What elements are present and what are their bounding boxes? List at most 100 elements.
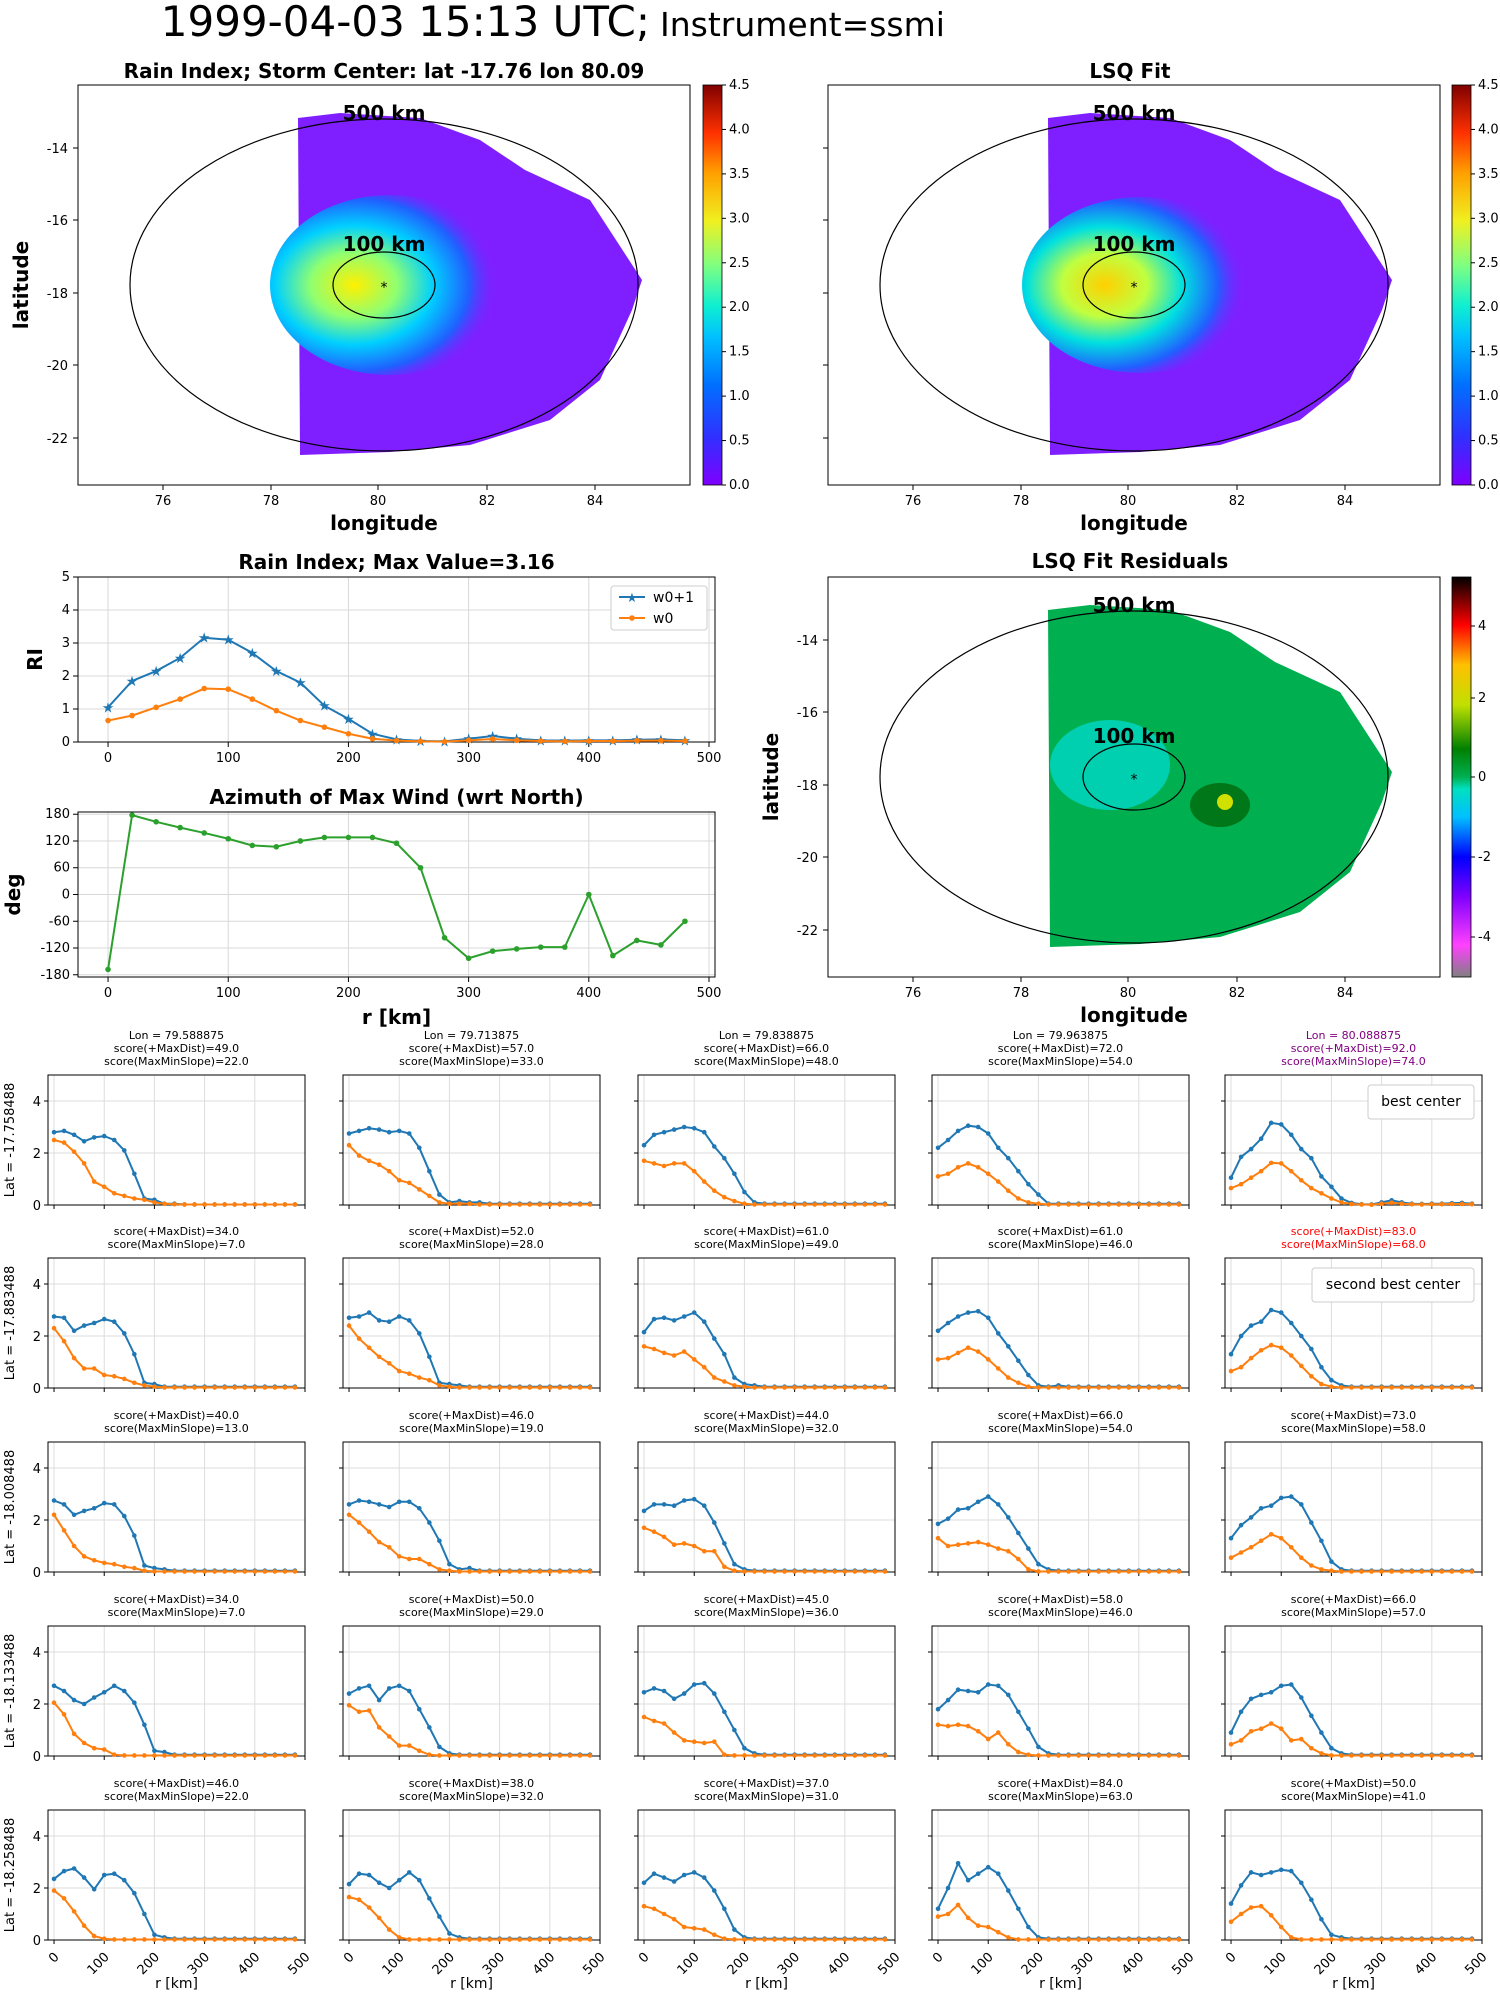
data-point — [701, 1319, 707, 1324]
data-point — [1309, 1897, 1314, 1902]
subplot-xlabel: r [km] — [155, 1976, 198, 1992]
data-point — [537, 1937, 543, 1942]
data-point — [1469, 1569, 1475, 1574]
data-point — [121, 1193, 127, 1199]
data-point — [1016, 1196, 1021, 1201]
data-point — [691, 1870, 697, 1875]
subplot-lon-label: Lon = 79.963875 — [1013, 1029, 1108, 1042]
data-point — [1278, 1345, 1284, 1350]
data-point — [61, 1868, 67, 1874]
data-point — [457, 1201, 462, 1206]
data-point — [292, 1385, 298, 1390]
x-tick-label: 100 — [675, 1950, 703, 1978]
data-point — [742, 1753, 747, 1758]
data-point — [641, 1142, 647, 1148]
data-point — [945, 1171, 951, 1177]
data-point — [1005, 1188, 1011, 1193]
data-point — [249, 842, 256, 849]
data-point — [376, 1697, 382, 1703]
chart-xlabel: r [km] — [362, 1005, 431, 1029]
data-point — [487, 1202, 492, 1207]
data-point — [1309, 1563, 1314, 1568]
data-point — [142, 1937, 147, 1942]
data-point — [955, 1861, 961, 1866]
rain-map: Rain Index; Storm Center: lat -17.76 lon… — [9, 59, 750, 535]
data-point — [557, 1202, 563, 1207]
data-point — [872, 1202, 878, 1207]
data-point — [1459, 1753, 1465, 1758]
data-point — [152, 1748, 157, 1754]
rain-x-tick: 80 — [370, 494, 387, 509]
data-point — [1026, 1752, 1031, 1757]
subplot-score-slope: score(MaxMinSlope)=7.0 — [108, 1238, 246, 1251]
rain-profile-chart: 0100200300400500012345★★★★★★★★★★★★★★★★★★… — [23, 550, 721, 766]
data-point — [61, 1712, 67, 1717]
data-point — [634, 937, 640, 944]
data-point — [1399, 1569, 1404, 1574]
data-point — [945, 1137, 951, 1143]
data-point — [497, 1202, 502, 1207]
data-point — [935, 1145, 941, 1151]
resid-ring-500-label: 500 km — [1093, 593, 1176, 617]
data-point — [242, 1937, 248, 1942]
x-tick-label: 100 — [969, 1950, 997, 1978]
fit-ring-100-label: 100 km — [1093, 232, 1176, 256]
center-subplot: 0 2 4 score(+MaxDist)=46.0score(MaxMinSlope… — [3, 1777, 313, 1992]
data-point — [1248, 1146, 1254, 1152]
data-point — [507, 1753, 512, 1758]
data-point — [711, 1691, 717, 1696]
fit-ring-500 — [879, 118, 1389, 452]
data-point — [671, 1503, 677, 1508]
subplot-score-slope: score(MaxMinSlope)=36.0 — [694, 1606, 839, 1619]
data-point — [212, 1937, 217, 1942]
colorbar-tick-label: 4.5 — [1478, 78, 1499, 93]
data-point — [81, 1508, 87, 1514]
rain-x-ticks: 76 78 80 82 84 — [155, 485, 603, 509]
data-point — [995, 1929, 1001, 1935]
data-point — [369, 834, 376, 841]
center-subplot: score(+MaxDist)=83.0score(MaxMinSlope)=6… — [1221, 1225, 1483, 1392]
data-point — [71, 1149, 77, 1154]
data-point — [292, 1202, 298, 1207]
data-point — [1096, 1385, 1101, 1390]
rain-center-marker: * — [381, 280, 388, 296]
data-point — [1409, 1753, 1415, 1758]
plot-border — [77, 811, 716, 978]
data-point — [641, 1344, 647, 1349]
data-point — [1036, 1192, 1041, 1197]
data-point — [832, 1753, 838, 1758]
data-point — [682, 738, 688, 744]
subplot-score-maxdist: score(+MaxDist)=83.0 — [1291, 1225, 1416, 1238]
x-tick-label: 500 — [875, 1950, 903, 1978]
data-point — [356, 1314, 362, 1319]
data-point — [437, 1383, 442, 1388]
data-point: ★ — [270, 664, 283, 680]
data-point — [1258, 1348, 1264, 1353]
data-point — [1066, 1753, 1071, 1758]
data-point — [441, 738, 448, 745]
data-point — [1016, 1530, 1021, 1536]
data-point — [232, 1569, 238, 1574]
data-point — [1469, 1201, 1475, 1207]
data-point — [1066, 1385, 1071, 1390]
subplot-lat-label: Lat = -18.008488 — [3, 1450, 18, 1564]
data-point — [975, 1124, 981, 1130]
data-point — [465, 737, 472, 744]
data-point — [366, 1905, 372, 1910]
data-point — [1238, 1738, 1244, 1743]
subplot-lon-label: Lon = 79.713875 — [424, 1029, 519, 1042]
data-point — [985, 1131, 991, 1136]
data-point — [225, 686, 232, 692]
y-tick-label: 2 — [33, 1514, 41, 1529]
data-point — [282, 1937, 288, 1942]
data-point — [1146, 1202, 1152, 1207]
data-point — [1036, 1569, 1041, 1574]
data-point — [111, 1752, 117, 1757]
data-point — [182, 1569, 187, 1574]
data-point — [1238, 1709, 1244, 1715]
center-subplot: score(+MaxDist)=46.0score(MaxMinSlope)=1… — [339, 1409, 601, 1576]
data-point — [111, 1374, 117, 1379]
subplot-frame — [342, 1625, 601, 1757]
resid-x-tick: 84 — [1337, 986, 1354, 1001]
data-point — [91, 1887, 97, 1892]
